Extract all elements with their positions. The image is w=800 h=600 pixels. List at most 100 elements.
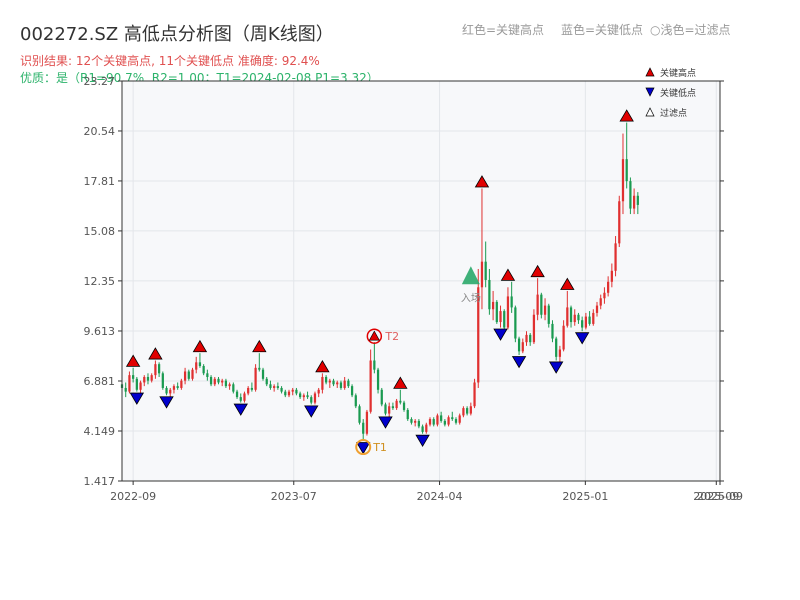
candle-body: [458, 415, 461, 423]
candle-body: [310, 397, 313, 403]
candle: [499, 305, 502, 328]
candle: [618, 195, 621, 248]
candle: [343, 376, 346, 390]
candle-body: [555, 338, 558, 357]
candle: [213, 376, 216, 387]
markers: T1 T2 入场: [125, 109, 634, 456]
candle: [176, 382, 179, 390]
candle: [258, 353, 261, 372]
candle: [362, 419, 365, 442]
candle: [365, 409, 369, 436]
candle-body: [454, 419, 458, 423]
candle: [555, 336, 558, 361]
candle: [610, 263, 613, 288]
candle-body: [195, 362, 198, 370]
candle: [584, 312, 587, 330]
candle-body: [443, 420, 446, 425]
candle: [621, 133, 625, 215]
candle-body: [373, 360, 376, 370]
candle: [477, 268, 480, 388]
candle-body: [440, 415, 443, 421]
candle-body: [573, 314, 576, 323]
candle: [195, 356, 198, 374]
candle-body: [306, 395, 309, 398]
candle-body: [599, 298, 602, 306]
candle-body: [172, 386, 176, 390]
candle-body: [202, 365, 205, 374]
key-low-marker: [415, 434, 430, 448]
legend-filtered-caption-text: 浅色=过滤点: [660, 23, 731, 37]
candle-body: [187, 371, 190, 379]
x-tick-label: 2025-09: [693, 490, 739, 503]
candle: [358, 404, 361, 425]
key-low-marker: [548, 361, 564, 374]
candle: [235, 389, 239, 399]
candle: [562, 320, 565, 352]
candle-body: [343, 380, 346, 388]
candle: [172, 384, 176, 394]
candle: [287, 389, 291, 398]
candle-body: [592, 312, 595, 324]
candle: [384, 402, 387, 416]
candle-body: [625, 159, 628, 182]
candle-body: [336, 382, 339, 385]
candle: [313, 391, 317, 405]
recognition-result: 识别结果: 12个关键高点, 11个关键低点 准确度: 92.4%: [20, 54, 320, 68]
candle-body: [369, 360, 372, 412]
t2-marker: [368, 330, 380, 341]
candle: [451, 411, 454, 421]
y-tick-label: 1.417: [84, 475, 116, 488]
candle: [206, 369, 209, 381]
candle-body: [525, 334, 528, 343]
candle-body: [491, 301, 495, 310]
candle-body: [595, 305, 599, 313]
legend-filtered-caption: ○浅色=过滤点: [650, 21, 731, 38]
candle-body: [451, 417, 454, 420]
candle: [232, 382, 235, 394]
candle: [154, 360, 157, 379]
candle-body: [235, 391, 239, 398]
x-tick-label: 2025-09: [697, 490, 743, 503]
candle: [488, 268, 491, 315]
candle: [143, 375, 146, 387]
key-low-marker: [574, 332, 590, 345]
candle-body: [532, 314, 536, 343]
candle: [284, 389, 287, 398]
candle-body: [521, 342, 524, 352]
candle-body: [610, 270, 613, 282]
candle-body: [291, 389, 294, 392]
t2-label: T2: [384, 330, 399, 343]
candle: [510, 281, 513, 313]
candle-body: [469, 406, 472, 414]
candle: [443, 419, 446, 427]
candle: [402, 400, 406, 412]
candle-body: [265, 378, 268, 385]
candle: [373, 342, 376, 374]
candle-body: [399, 400, 402, 403]
candle-body: [473, 382, 476, 407]
key-high-marker: [560, 277, 575, 290]
key-high-marker: [192, 339, 208, 353]
candle: [406, 408, 409, 421]
candle: [469, 402, 472, 416]
candle-body: [354, 395, 357, 407]
candle: [221, 378, 224, 387]
candle: [432, 417, 435, 427]
key-low-marker: [511, 356, 527, 369]
y-tick-label: 12.35: [84, 275, 116, 288]
candle-body: [488, 279, 491, 310]
candle: [183, 367, 187, 385]
candle: [517, 336, 521, 356]
candle-body: [480, 261, 484, 288]
candle: [354, 393, 357, 409]
candle: [369, 349, 372, 414]
candle-body: [562, 325, 565, 350]
y-tick-label: 20.54: [84, 125, 116, 138]
candle-body: [447, 417, 450, 425]
candle-body: [365, 411, 369, 434]
candle-body: [529, 334, 532, 343]
candle-body: [239, 397, 242, 401]
candle-body: [510, 296, 513, 308]
key-high-marker: [148, 347, 163, 360]
